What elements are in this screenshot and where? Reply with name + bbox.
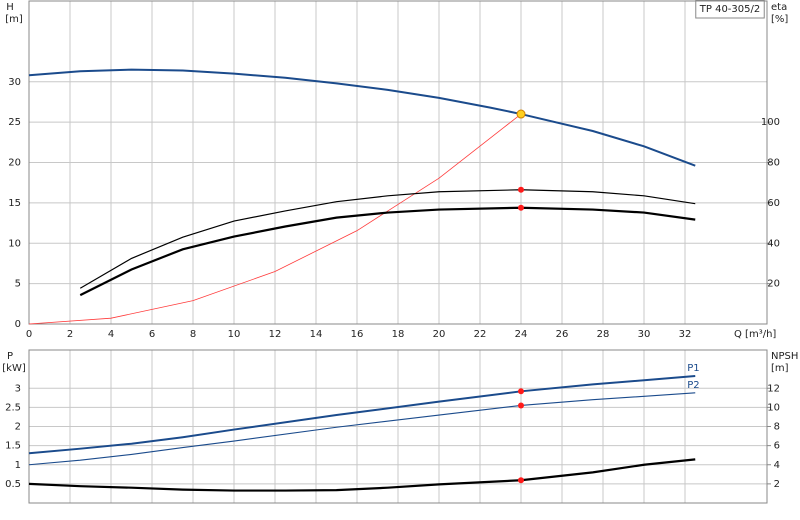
y-tick-label: 0.5 bbox=[5, 479, 21, 490]
x-tick-label: 28 bbox=[597, 329, 610, 340]
x-axis-label: Q [m³/h] bbox=[734, 329, 776, 340]
y-tick-label: 25 bbox=[8, 117, 21, 128]
x-tick-label: 14 bbox=[310, 329, 323, 340]
y2-tick-label: 40 bbox=[767, 238, 780, 249]
y2-axis-unit: [%] bbox=[771, 14, 788, 25]
y-tick-label: 30 bbox=[8, 77, 21, 88]
y2-tick-label: 100 bbox=[761, 117, 780, 128]
curve-label: P2 bbox=[687, 380, 699, 391]
y-axis-unit: [kW] bbox=[2, 363, 26, 374]
y-tick-label: 10 bbox=[8, 238, 21, 249]
y-tick-label: 3 bbox=[15, 383, 21, 394]
y-tick-label: 0 bbox=[15, 319, 21, 330]
x-tick-label: 18 bbox=[392, 329, 405, 340]
y-axis-unit: [m] bbox=[5, 14, 23, 25]
y2-tick-label: 12 bbox=[767, 383, 780, 394]
pump-label: TP 40-305/2 bbox=[699, 4, 760, 15]
curve bbox=[28, 375, 696, 455]
x-tick-label: 2 bbox=[67, 329, 73, 340]
x-tick-label: 30 bbox=[638, 329, 651, 340]
operating-point bbox=[518, 388, 524, 395]
y2-tick-label: 80 bbox=[767, 158, 780, 169]
x-tick-label: 8 bbox=[190, 329, 196, 340]
pump-label-box bbox=[695, 0, 765, 19]
curve bbox=[28, 392, 696, 466]
operating-point bbox=[518, 402, 524, 409]
curve-label: P1 bbox=[687, 363, 699, 374]
x-tick-label: 22 bbox=[474, 329, 487, 340]
curve bbox=[28, 113, 522, 325]
y-tick-label: 15 bbox=[8, 198, 21, 209]
x-tick-label: 4 bbox=[108, 329, 114, 340]
curve bbox=[79, 189, 696, 289]
chart-panel: 0.5 1 1.5 2 2.5 3 2 4 6 8 10 12 P[kW] NPSH[m] P1 P2 bbox=[2, 349, 798, 504]
x-tick-label: 0 bbox=[26, 329, 32, 340]
y-tick-label: 20 bbox=[8, 158, 21, 169]
y2-axis-label: NPSH bbox=[771, 351, 798, 362]
operating-point bbox=[518, 477, 524, 484]
y-tick-label: 1 bbox=[15, 460, 21, 471]
x-tick-label: 24 bbox=[515, 329, 528, 340]
x-tick-label: 26 bbox=[556, 329, 569, 340]
plot-frame bbox=[28, 349, 768, 504]
x-tick-label: 16 bbox=[351, 329, 364, 340]
y2-tick-label: 2 bbox=[774, 479, 780, 490]
operating-point bbox=[518, 186, 524, 193]
y-tick-label: 5 bbox=[15, 279, 21, 290]
y-tick-label: 2 bbox=[15, 422, 21, 433]
x-tick-label: 20 bbox=[433, 329, 446, 340]
y2-tick-label: 20 bbox=[767, 279, 780, 290]
x-tick-label: 12 bbox=[269, 329, 282, 340]
chart-panel: 0 2 4 6 8 10 12 14 16 18 20 22 24 26 28 30 3205101520253… bbox=[5, 0, 788, 340]
y2-tick-label: 10 bbox=[767, 402, 780, 413]
y2-axis-label: eta bbox=[771, 2, 787, 13]
curve bbox=[79, 206, 696, 297]
curve bbox=[28, 458, 696, 492]
curve bbox=[28, 68, 696, 167]
y-tick-label: 2.5 bbox=[5, 402, 21, 413]
y2-axis-unit: [m] bbox=[771, 363, 789, 374]
x-tick-label: 32 bbox=[679, 329, 692, 340]
y-axis-label: H bbox=[6, 2, 14, 13]
x-tick-label: 6 bbox=[149, 329, 155, 340]
y2-tick-label: 60 bbox=[767, 198, 780, 209]
x-tick-label: 10 bbox=[228, 329, 241, 340]
operating-point bbox=[516, 109, 526, 119]
y-axis-label: P bbox=[7, 351, 13, 362]
y2-tick-label: 8 bbox=[774, 422, 780, 433]
y2-tick-label: 4 bbox=[774, 460, 780, 471]
plot-frame bbox=[28, 0, 768, 325]
operating-point bbox=[518, 204, 524, 211]
y2-tick-label: 6 bbox=[774, 441, 780, 452]
y-tick-label: 1.5 bbox=[5, 441, 21, 452]
